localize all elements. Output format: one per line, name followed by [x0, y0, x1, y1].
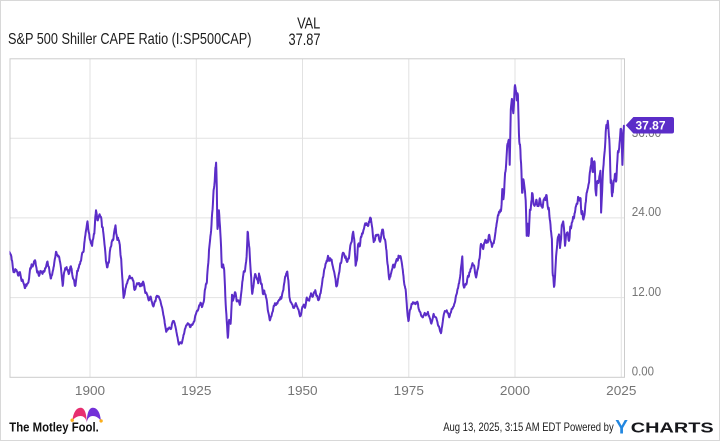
- svg-text:Y: Y: [615, 417, 628, 438]
- svg-text:24.00: 24.00: [632, 205, 661, 219]
- svg-text:37.87: 37.87: [636, 119, 666, 133]
- svg-text:2025: 2025: [606, 383, 636, 398]
- svg-text:VAL: VAL: [297, 16, 320, 33]
- svg-text:0.00: 0.00: [632, 365, 654, 379]
- svg-text:Aug 13, 2025, 3:15 AM EDT Powe: Aug 13, 2025, 3:15 AM EDT Powered by: [443, 420, 614, 434]
- svg-text:12.00: 12.00: [632, 285, 661, 299]
- svg-text:The Motley Fool.: The Motley Fool.: [9, 420, 99, 434]
- svg-text:37.87: 37.87: [289, 30, 321, 49]
- svg-text:1975: 1975: [394, 383, 424, 398]
- svg-text:2000: 2000: [500, 383, 530, 398]
- svg-text:1925: 1925: [181, 383, 211, 398]
- svg-text:1950: 1950: [287, 383, 317, 398]
- svg-text:S&P 500 Shiller CAPE Ratio (I:: S&P 500 Shiller CAPE Ratio (I:SP500CAP): [8, 31, 252, 48]
- svg-text:1900: 1900: [75, 383, 105, 398]
- svg-text:CHARTS: CHARTS: [631, 420, 714, 436]
